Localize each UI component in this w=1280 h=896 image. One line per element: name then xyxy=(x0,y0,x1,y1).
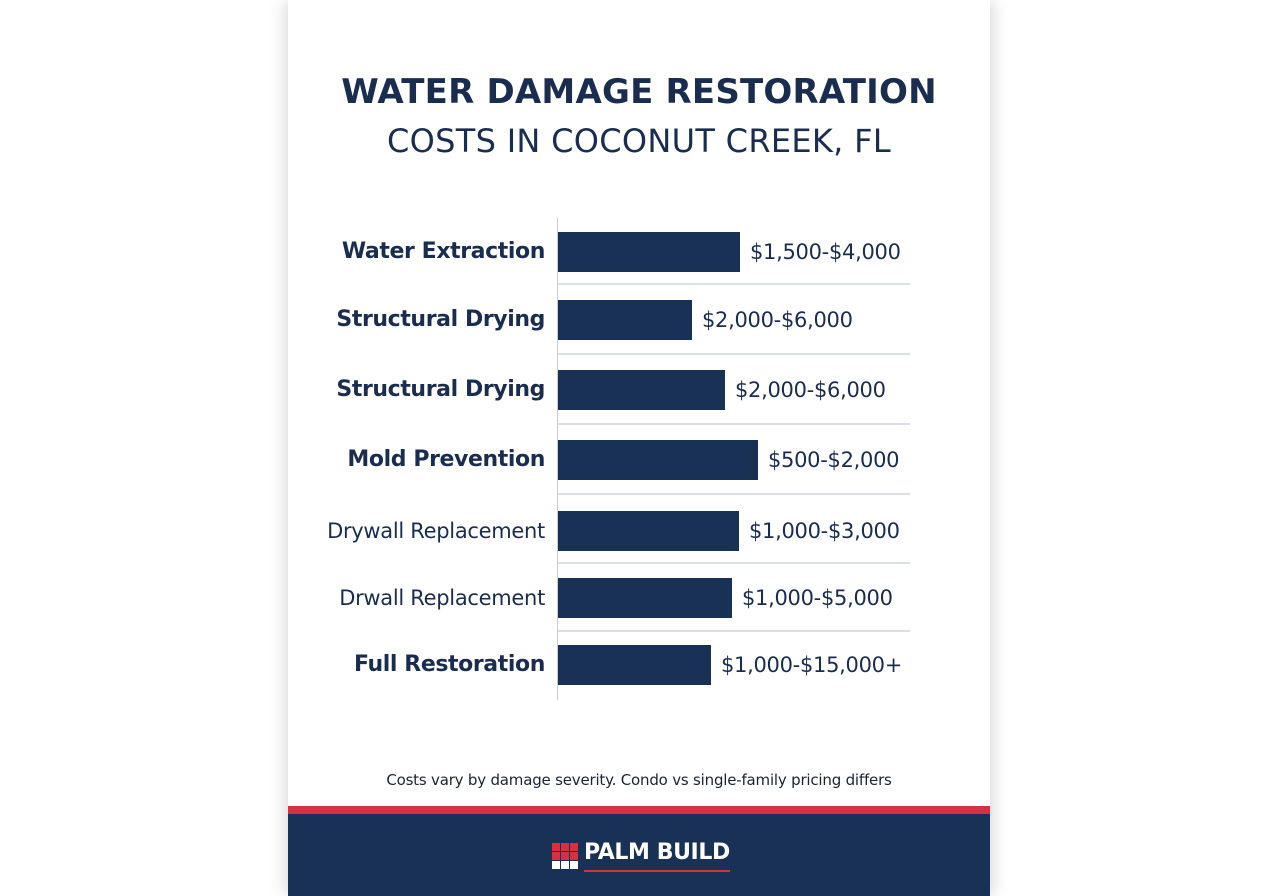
gridline xyxy=(558,353,910,355)
category-label: Full Restoration xyxy=(353,652,545,677)
footnote: Costs vary by damage severity. Condo vs … xyxy=(386,771,892,789)
bar-chart: Water Extraction $1,500-$4,000 Structural … xyxy=(288,0,990,896)
red-accent-stripe xyxy=(288,806,990,814)
brand-logo-lockup: PALM BUILD xyxy=(552,838,730,872)
title-subtitle: COSTS IN COCONUT CREEK, FL xyxy=(387,122,891,160)
bar xyxy=(558,300,692,340)
gridline xyxy=(558,630,910,632)
category-label: Water Extraction xyxy=(341,239,546,264)
gridline xyxy=(558,283,910,285)
category-label: Drywall Replacement xyxy=(327,519,545,543)
bar-value-label: $1,000-$5,000 xyxy=(742,586,893,610)
bar-value-label: $1,500-$4,000 xyxy=(750,240,901,264)
brand-name: PALM BUILD xyxy=(584,840,730,865)
category-label: Structural Drying xyxy=(336,377,545,402)
grid-squares-icon xyxy=(552,843,578,869)
category-label: Mold Prevention xyxy=(347,447,545,472)
gridline xyxy=(558,562,910,564)
bar-value-label: $2,000-$6,000 xyxy=(702,308,853,332)
gridline xyxy=(558,423,910,425)
bar-value-label: $500-$2,000 xyxy=(768,448,900,472)
title-main: WATER DAMAGE RESTORATION xyxy=(341,72,937,112)
bar-value-label: $2,000-$6,000 xyxy=(735,378,886,402)
bar xyxy=(558,370,725,410)
gridline xyxy=(558,493,910,495)
category-label: Drwall Replacement xyxy=(339,586,545,610)
bar xyxy=(558,645,711,685)
chart-axis-line xyxy=(557,218,558,700)
bar-value-label: $1,000-$3,000 xyxy=(749,519,900,543)
bar-value-label: $1,000-$15,000+ xyxy=(721,653,902,677)
bar xyxy=(558,511,739,551)
category-label: Structural Drying xyxy=(336,307,545,332)
footer-banner: PALM BUILD xyxy=(288,814,990,896)
brand-underline xyxy=(584,870,730,872)
bar xyxy=(558,232,740,272)
bar xyxy=(558,578,732,618)
infographic-card: WATER DAMAGE RESTORATION COSTS IN COCONU… xyxy=(288,0,990,896)
bar xyxy=(558,440,758,480)
